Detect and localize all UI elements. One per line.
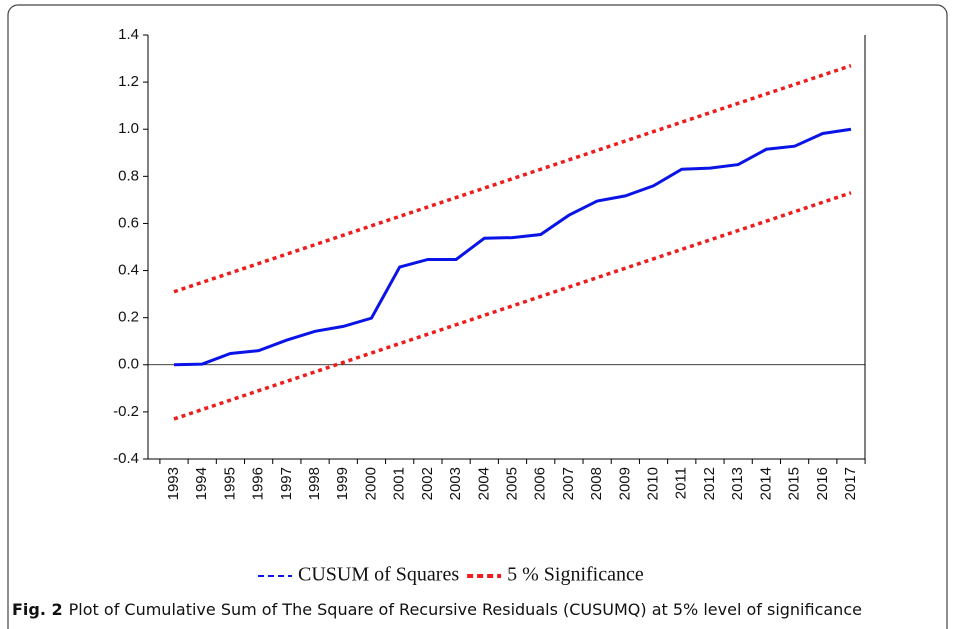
x-tick-label: 2015 — [786, 467, 803, 500]
y-tick-label: 0.6 — [118, 214, 139, 231]
caption-text: Plot of Cumulative Sum of The Square of … — [69, 600, 862, 619]
y-tick-label: 0.2 — [118, 309, 139, 326]
y-tick-label: 1.0 — [118, 120, 139, 137]
x-tick-label: 2008 — [588, 467, 605, 500]
x-tick-label: 2012 — [701, 467, 718, 500]
y-tick-label: 1.2 — [118, 73, 139, 90]
y-tick-label: -0.2 — [113, 403, 139, 420]
figure-border — [7, 4, 948, 629]
x-tick-label: 2003 — [447, 467, 464, 500]
x-tick-label: 2016 — [814, 467, 831, 500]
x-tick-label: 1997 — [278, 467, 295, 500]
y-tick-label: 0.0 — [118, 356, 139, 373]
caption: Fig. 2 Plot of Cumulative Sum of The Squa… — [12, 600, 862, 619]
x-tick-label: 2014 — [757, 467, 774, 500]
x-tick-label: 2017 — [842, 467, 859, 500]
x-tick-label: 2011 — [673, 467, 690, 499]
x-tick-label: 1996 — [250, 467, 267, 500]
x-tick-label: 2002 — [419, 467, 436, 500]
y-tick-label: 1.4 — [118, 26, 139, 43]
x-tick-label: 2007 — [560, 467, 577, 500]
legend-label: CUSUM of Squares — [298, 564, 459, 586]
x-tick-label: 2005 — [503, 467, 520, 500]
x-tick-label: 2006 — [532, 467, 549, 500]
series-line — [173, 63, 852, 294]
x-tick-label: 1998 — [306, 467, 323, 500]
y-tick-label: -0.4 — [113, 450, 139, 467]
x-tick-label: 2013 — [729, 467, 746, 500]
series-line — [173, 191, 852, 421]
legend-label: 5 % Significance — [507, 564, 644, 586]
x-tick-label: 1995 — [221, 467, 238, 500]
x-tick-label: 2010 — [645, 467, 662, 500]
x-tick-label: 1999 — [334, 467, 351, 500]
x-tick-label: 2000 — [362, 467, 379, 500]
y-tick-label: 0.8 — [118, 167, 139, 184]
x-tick-label: 2004 — [475, 467, 492, 500]
series-line — [173, 127, 852, 367]
x-tick-label: 2001 — [391, 467, 408, 500]
x-tick-label: 1994 — [193, 467, 210, 500]
caption-label: Fig. 2 — [12, 600, 63, 619]
x-tick-label: 1993 — [165, 467, 182, 500]
y-tick-label: 0.4 — [118, 262, 139, 279]
x-tick-label: 2009 — [616, 467, 633, 500]
